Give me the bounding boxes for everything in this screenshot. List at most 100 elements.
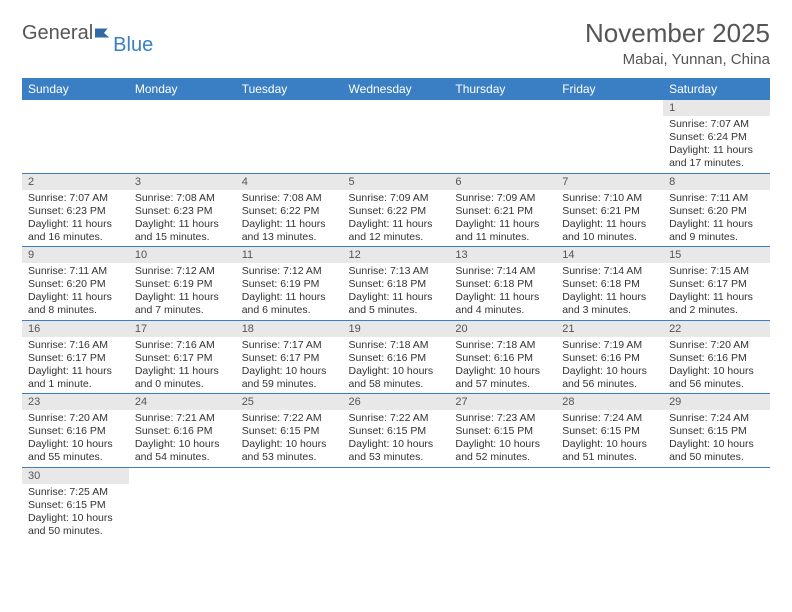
day-info: Sunrise: 7:14 AMSunset: 6:18 PMDaylight:…	[556, 263, 663, 320]
day-info: Sunrise: 7:10 AMSunset: 6:21 PMDaylight:…	[556, 190, 663, 247]
calendar-cell: 22Sunrise: 7:20 AMSunset: 6:16 PMDayligh…	[663, 320, 770, 394]
weekday-header: Saturday	[663, 78, 770, 100]
day-info: Sunrise: 7:19 AMSunset: 6:16 PMDaylight:…	[556, 337, 663, 394]
day-number: 20	[449, 321, 556, 337]
day-number: 14	[556, 247, 663, 263]
day-number: 24	[129, 394, 236, 410]
flag-icon	[95, 26, 113, 40]
day-number: 21	[556, 321, 663, 337]
day-info: Sunrise: 7:15 AMSunset: 6:17 PMDaylight:…	[663, 263, 770, 320]
calendar-cell-empty	[556, 100, 663, 173]
calendar-cell: 13Sunrise: 7:14 AMSunset: 6:18 PMDayligh…	[449, 247, 556, 321]
month-title: November 2025	[585, 18, 770, 49]
calendar-cell: 21Sunrise: 7:19 AMSunset: 6:16 PMDayligh…	[556, 320, 663, 394]
calendar-cell-empty	[663, 467, 770, 540]
day-info: Sunrise: 7:20 AMSunset: 6:16 PMDaylight:…	[22, 410, 129, 467]
calendar-cell: 14Sunrise: 7:14 AMSunset: 6:18 PMDayligh…	[556, 247, 663, 321]
day-info: Sunrise: 7:18 AMSunset: 6:16 PMDaylight:…	[343, 337, 450, 394]
day-number: 10	[129, 247, 236, 263]
day-info: Sunrise: 7:12 AMSunset: 6:19 PMDaylight:…	[129, 263, 236, 320]
calendar-cell-empty	[343, 467, 450, 540]
calendar-cell: 1Sunrise: 7:07 AMSunset: 6:24 PMDaylight…	[663, 100, 770, 173]
calendar-cell-empty	[343, 100, 450, 173]
day-info: Sunrise: 7:20 AMSunset: 6:16 PMDaylight:…	[663, 337, 770, 394]
day-number: 28	[556, 394, 663, 410]
calendar-cell: 9Sunrise: 7:11 AMSunset: 6:20 PMDaylight…	[22, 247, 129, 321]
day-number: 2	[22, 174, 129, 190]
day-number: 26	[343, 394, 450, 410]
calendar-cell-empty	[556, 467, 663, 540]
calendar-row: 30Sunrise: 7:25 AMSunset: 6:15 PMDayligh…	[22, 467, 770, 540]
day-number: 19	[343, 321, 450, 337]
day-info: Sunrise: 7:21 AMSunset: 6:16 PMDaylight:…	[129, 410, 236, 467]
logo: General Blue	[22, 22, 155, 45]
day-info: Sunrise: 7:17 AMSunset: 6:17 PMDaylight:…	[236, 337, 343, 394]
day-info: Sunrise: 7:24 AMSunset: 6:15 PMDaylight:…	[556, 410, 663, 467]
calendar-cell: 18Sunrise: 7:17 AMSunset: 6:17 PMDayligh…	[236, 320, 343, 394]
day-info: Sunrise: 7:23 AMSunset: 6:15 PMDaylight:…	[449, 410, 556, 467]
calendar-cell: 6Sunrise: 7:09 AMSunset: 6:21 PMDaylight…	[449, 173, 556, 247]
weekday-header: Friday	[556, 78, 663, 100]
day-info: Sunrise: 7:07 AMSunset: 6:23 PMDaylight:…	[22, 190, 129, 247]
day-info: Sunrise: 7:07 AMSunset: 6:24 PMDaylight:…	[663, 116, 770, 173]
calendar-cell: 12Sunrise: 7:13 AMSunset: 6:18 PMDayligh…	[343, 247, 450, 321]
calendar-cell: 8Sunrise: 7:11 AMSunset: 6:20 PMDaylight…	[663, 173, 770, 247]
weekday-header: Wednesday	[343, 78, 450, 100]
calendar-cell: 17Sunrise: 7:16 AMSunset: 6:17 PMDayligh…	[129, 320, 236, 394]
day-number: 18	[236, 321, 343, 337]
calendar-cell: 2Sunrise: 7:07 AMSunset: 6:23 PMDaylight…	[22, 173, 129, 247]
day-number: 5	[343, 174, 450, 190]
day-info: Sunrise: 7:14 AMSunset: 6:18 PMDaylight:…	[449, 263, 556, 320]
calendar-row: 9Sunrise: 7:11 AMSunset: 6:20 PMDaylight…	[22, 247, 770, 321]
day-info: Sunrise: 7:24 AMSunset: 6:15 PMDaylight:…	[663, 410, 770, 467]
logo-text-general: General	[22, 22, 93, 45]
calendar-cell: 29Sunrise: 7:24 AMSunset: 6:15 PMDayligh…	[663, 394, 770, 468]
calendar-cell-empty	[449, 100, 556, 173]
day-info: Sunrise: 7:18 AMSunset: 6:16 PMDaylight:…	[449, 337, 556, 394]
day-number: 6	[449, 174, 556, 190]
day-number: 29	[663, 394, 770, 410]
calendar-cell: 5Sunrise: 7:09 AMSunset: 6:22 PMDaylight…	[343, 173, 450, 247]
calendar-cell: 16Sunrise: 7:16 AMSunset: 6:17 PMDayligh…	[22, 320, 129, 394]
day-info: Sunrise: 7:09 AMSunset: 6:21 PMDaylight:…	[449, 190, 556, 247]
day-number: 23	[22, 394, 129, 410]
calendar-cell: 26Sunrise: 7:22 AMSunset: 6:15 PMDayligh…	[343, 394, 450, 468]
calendar-cell: 3Sunrise: 7:08 AMSunset: 6:23 PMDaylight…	[129, 173, 236, 247]
calendar-row: 1Sunrise: 7:07 AMSunset: 6:24 PMDaylight…	[22, 100, 770, 173]
calendar-cell: 30Sunrise: 7:25 AMSunset: 6:15 PMDayligh…	[22, 467, 129, 540]
weekday-header-row: SundayMondayTuesdayWednesdayThursdayFrid…	[22, 78, 770, 100]
logo-text-blue: Blue	[113, 34, 153, 57]
calendar-cell-empty	[22, 100, 129, 173]
day-info: Sunrise: 7:13 AMSunset: 6:18 PMDaylight:…	[343, 263, 450, 320]
calendar-table: SundayMondayTuesdayWednesdayThursdayFrid…	[22, 78, 770, 540]
calendar-cell-empty	[236, 467, 343, 540]
calendar-cell: 4Sunrise: 7:08 AMSunset: 6:22 PMDaylight…	[236, 173, 343, 247]
day-info: Sunrise: 7:16 AMSunset: 6:17 PMDaylight:…	[129, 337, 236, 394]
day-number: 8	[663, 174, 770, 190]
day-info: Sunrise: 7:22 AMSunset: 6:15 PMDaylight:…	[343, 410, 450, 467]
calendar-body: 1Sunrise: 7:07 AMSunset: 6:24 PMDaylight…	[22, 100, 770, 540]
day-number: 3	[129, 174, 236, 190]
calendar-cell: 11Sunrise: 7:12 AMSunset: 6:19 PMDayligh…	[236, 247, 343, 321]
calendar-cell: 27Sunrise: 7:23 AMSunset: 6:15 PMDayligh…	[449, 394, 556, 468]
weekday-header: Thursday	[449, 78, 556, 100]
calendar-cell: 25Sunrise: 7:22 AMSunset: 6:15 PMDayligh…	[236, 394, 343, 468]
calendar-cell-empty	[129, 100, 236, 173]
day-number: 27	[449, 394, 556, 410]
day-number: 12	[343, 247, 450, 263]
location: Mabai, Yunnan, China	[585, 51, 770, 68]
calendar-cell: 23Sunrise: 7:20 AMSunset: 6:16 PMDayligh…	[22, 394, 129, 468]
calendar-cell-empty	[129, 467, 236, 540]
day-number: 9	[22, 247, 129, 263]
day-info: Sunrise: 7:08 AMSunset: 6:23 PMDaylight:…	[129, 190, 236, 247]
day-info: Sunrise: 7:12 AMSunset: 6:19 PMDaylight:…	[236, 263, 343, 320]
calendar-cell: 24Sunrise: 7:21 AMSunset: 6:16 PMDayligh…	[129, 394, 236, 468]
day-info: Sunrise: 7:09 AMSunset: 6:22 PMDaylight:…	[343, 190, 450, 247]
calendar-cell: 7Sunrise: 7:10 AMSunset: 6:21 PMDaylight…	[556, 173, 663, 247]
calendar-cell-empty	[449, 467, 556, 540]
calendar-row: 2Sunrise: 7:07 AMSunset: 6:23 PMDaylight…	[22, 173, 770, 247]
weekday-header: Sunday	[22, 78, 129, 100]
day-number: 1	[663, 100, 770, 116]
day-number: 11	[236, 247, 343, 263]
day-info: Sunrise: 7:25 AMSunset: 6:15 PMDaylight:…	[22, 484, 129, 541]
